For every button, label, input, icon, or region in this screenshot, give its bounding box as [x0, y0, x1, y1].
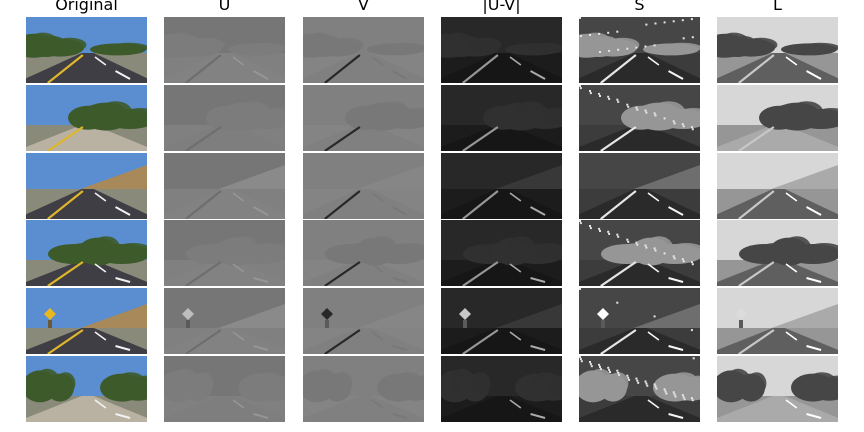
- image-uv-row-2: [441, 85, 562, 151]
- image-v-row-2: [303, 85, 424, 151]
- image-u-row-6: [164, 356, 285, 422]
- image-u-row-5: [164, 288, 285, 354]
- road-scene-u-row-4: [164, 220, 285, 286]
- image-uv-row-1: [441, 17, 562, 83]
- image-uv-row-4: [441, 220, 562, 286]
- road-scene-uv-row-1: [441, 17, 562, 83]
- road-scene-original-row-2: [26, 85, 147, 151]
- image-v-row-3: [303, 153, 424, 219]
- road-scene-l-row-2: [717, 85, 838, 151]
- column-title-v: V: [358, 0, 369, 14]
- column-title-uv: |U-V|: [482, 0, 521, 14]
- image-s-row-1: [579, 17, 700, 83]
- road-scene-uv-row-5: [441, 288, 562, 354]
- road-scene-l-row-3: [717, 153, 838, 219]
- road-scene-u-row-3: [164, 153, 285, 219]
- road-scene-original-row-3: [26, 153, 147, 219]
- road-scene-s-row-4: [579, 220, 700, 286]
- image-v-row-1: [303, 17, 424, 83]
- road-scene-l-row-5: [717, 288, 838, 354]
- road-scene-u-row-2: [164, 85, 285, 151]
- road-scene-original-row-5: [26, 288, 147, 354]
- image-original-row-5: [26, 288, 147, 354]
- image-original-row-4: [26, 220, 147, 286]
- column-title-original: Original: [55, 0, 118, 14]
- image-l-row-5: [717, 288, 838, 354]
- road-scene-original-row-6: [26, 356, 147, 422]
- column-title-u: U: [218, 0, 231, 14]
- road-scene-uv-row-2: [441, 85, 562, 151]
- road-scene-u-row-6: [164, 356, 285, 422]
- image-l-row-2: [717, 85, 838, 151]
- image-s-row-4: [579, 220, 700, 286]
- column-title-l: L: [773, 0, 782, 14]
- image-u-row-1: [164, 17, 285, 83]
- road-scene-uv-row-3: [441, 153, 562, 219]
- image-s-row-6: [579, 356, 700, 422]
- image-s-row-3: [579, 153, 700, 219]
- road-scene-v-row-5: [303, 288, 424, 354]
- image-v-row-4: [303, 220, 424, 286]
- road-scene-v-row-6: [303, 356, 424, 422]
- image-l-row-6: [717, 356, 838, 422]
- road-scene-s-row-6: [579, 356, 700, 422]
- road-scene-original-row-1: [26, 17, 147, 83]
- image-s-row-5: [579, 288, 700, 354]
- image-v-row-6: [303, 356, 424, 422]
- image-uv-row-6: [441, 356, 562, 422]
- road-scene-l-row-1: [717, 17, 838, 83]
- road-scene-uv-row-6: [441, 356, 562, 422]
- road-scene-l-row-4: [717, 220, 838, 286]
- road-scene-l-row-6: [717, 356, 838, 422]
- image-original-row-1: [26, 17, 147, 83]
- road-scene-v-row-1: [303, 17, 424, 83]
- image-u-row-2: [164, 85, 285, 151]
- road-scene-u-row-5: [164, 288, 285, 354]
- image-original-row-2: [26, 85, 147, 151]
- image-uv-row-3: [441, 153, 562, 219]
- image-original-row-6: [26, 356, 147, 422]
- road-scene-s-row-3: [579, 153, 700, 219]
- image-v-row-5: [303, 288, 424, 354]
- image-s-row-2: [579, 85, 700, 151]
- image-u-row-3: [164, 153, 285, 219]
- image-l-row-1: [717, 17, 838, 83]
- road-scene-s-row-2: [579, 85, 700, 151]
- column-title-s: S: [634, 0, 645, 14]
- road-scene-s-row-5: [579, 288, 700, 354]
- road-scene-u-row-1: [164, 17, 285, 83]
- road-scene-v-row-3: [303, 153, 424, 219]
- road-scene-v-row-2: [303, 85, 424, 151]
- road-scene-v-row-4: [303, 220, 424, 286]
- road-scene-uv-row-4: [441, 220, 562, 286]
- road-scene-original-row-4: [26, 220, 147, 286]
- image-original-row-3: [26, 153, 147, 219]
- image-uv-row-5: [441, 288, 562, 354]
- image-u-row-4: [164, 220, 285, 286]
- image-l-row-3: [717, 153, 838, 219]
- image-l-row-4: [717, 220, 838, 286]
- road-scene-s-row-1: [579, 17, 700, 83]
